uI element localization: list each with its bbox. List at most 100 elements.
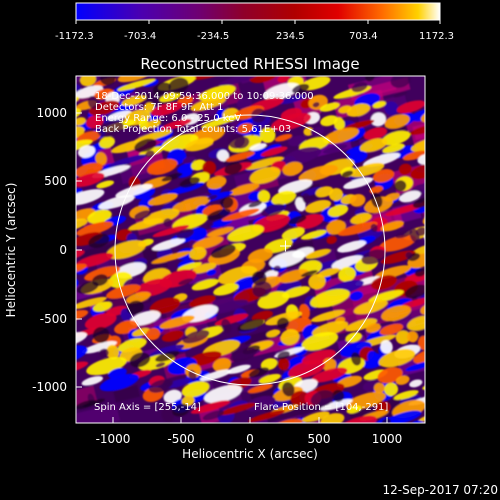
heatmap-blob: [384, 114, 410, 129]
heatmap-blob: [138, 118, 149, 130]
heatmap-dark-patch: [176, 228, 194, 239]
heatmap-blob: [427, 271, 466, 291]
x-tick-label-4: 500: [308, 432, 331, 446]
heatmap-blob: [338, 221, 378, 236]
heatmap-blob: [346, 103, 371, 117]
heatmap-blob: [206, 269, 217, 276]
heatmap-blob: [95, 152, 107, 166]
spin-axis-label: Spin Axis = [255,-14]: [94, 402, 201, 413]
heatmap-blob: [442, 307, 456, 320]
heatmap-blob: [424, 364, 439, 376]
heatmap-blob: [76, 139, 93, 154]
heatmap-dark-patch: [370, 223, 378, 232]
heatmap-blob: [76, 268, 77, 283]
heatmap-blob: [369, 185, 384, 194]
heatmap-blob: [126, 291, 151, 304]
heatmap-blob: [281, 227, 305, 240]
colorbar-label-4: 234.5: [276, 31, 305, 42]
heatmap-dark-patch: [273, 265, 281, 272]
heatmap-blob: [247, 410, 285, 423]
x-tick-label-2: -500: [167, 432, 194, 446]
heatmap-blob: [117, 76, 155, 83]
heatmap-blue-blob: [66, 60, 83, 74]
heatmap-blob: [76, 117, 86, 126]
heatmap-blob: [345, 318, 378, 332]
heatmap-blob: [447, 458, 469, 474]
heatmap-dark-patch: [404, 284, 425, 299]
heatmap-blob: [76, 85, 104, 99]
heatmap-blob: [368, 289, 404, 303]
heatmap-blob: [108, 47, 143, 62]
heatmap-blob: [308, 273, 326, 290]
heatmap-blob: [216, 149, 230, 162]
plot-area: 18-Dec-2014 09:59:36.000 to 10:09:36.000…: [31, 16, 497, 474]
heatmap-blob: [350, 212, 372, 225]
heatmap-blob: [57, 202, 73, 216]
heatmap-blob: [87, 209, 112, 224]
heatmap-blob: [202, 160, 217, 175]
heatmap-blue-blob: [468, 396, 497, 417]
heatmap-blob: [200, 115, 240, 129]
heatmap-blob: [370, 112, 386, 127]
heatmap-blob: [31, 86, 51, 104]
heatmap-blue-blob: [433, 132, 453, 145]
heatmap-blob: [277, 358, 290, 371]
heatmap-blob: [248, 76, 280, 84]
heatmap-blob: [208, 299, 248, 315]
heatmap-blue-blob: [433, 346, 452, 357]
heatmap-blob: [260, 146, 288, 157]
heatmap-blue-blob: [458, 410, 473, 421]
heatmap-blue-blob: [423, 173, 425, 190]
heatmap-blue-blob: [289, 432, 304, 446]
heatmap-blob: [329, 188, 344, 202]
heatmap-blob: [410, 137, 425, 152]
heatmap-blob: [81, 376, 104, 386]
heatmap-blob: [379, 323, 404, 336]
heatmap-blob: [44, 16, 63, 28]
timestamp: 12-Sep-2017 07:20: [383, 483, 498, 497]
heatmap-dark-patch: [351, 352, 362, 366]
heatmap-blob: [378, 234, 417, 252]
heatmap-blob: [437, 425, 478, 443]
heatmap-dark-patch: [415, 227, 425, 236]
heatmap-blob: [212, 357, 232, 372]
info-line-2: Detectors: 7F 8F 9F, Att 1: [95, 102, 223, 113]
heatmap-dark-patch: [351, 82, 368, 93]
heatmap-blob: [78, 145, 96, 158]
heatmap-blob: [33, 193, 64, 209]
heatmap-blob: [236, 97, 252, 109]
heatmap-blob: [380, 220, 405, 232]
heatmap-background-patch: [431, 410, 465, 433]
heatmap-blob: [450, 188, 489, 206]
heatmap-blob: [48, 260, 71, 277]
heatmap-blob: [44, 227, 74, 241]
heatmap-dark-patch: [412, 197, 425, 208]
heatmap-dark-patch: [206, 222, 214, 228]
heatmap-blob: [219, 402, 256, 416]
x-tick-label-3: 0: [246, 432, 254, 446]
heatmap-blob: [128, 218, 163, 231]
y-axis: 1000 500 0 -500 -1000 Heliocentric Y (ar…: [4, 106, 82, 394]
heatmap-blob: [363, 127, 387, 140]
heatmap-blob: [192, 236, 224, 250]
heatmap-blob: [404, 271, 425, 283]
heatmap-dark-patch: [282, 381, 295, 397]
heatmap-blob: [417, 335, 425, 351]
heatmap-blob: [48, 295, 61, 305]
heatmap-blue-blob: [439, 389, 457, 408]
y-tick-label-2: 500: [44, 174, 67, 188]
heatmap-blob: [301, 332, 339, 351]
heatmap-blob: [310, 126, 325, 136]
heatmap-blob: [189, 295, 216, 308]
heatmap-blob: [176, 262, 202, 272]
heatmap-blob: [45, 76, 72, 90]
heatmap-dark-patch: [97, 120, 124, 138]
heatmap-blob: [76, 249, 85, 262]
flare-position-label: Flare Position = [104,-291]: [254, 402, 388, 413]
heatmap-dark-patch: [276, 317, 289, 329]
heatmap-dark-patch: [234, 136, 250, 149]
heatmap-blob: [278, 269, 309, 283]
heatmap-blob: [280, 329, 300, 346]
heatmap-blob: [287, 135, 306, 147]
